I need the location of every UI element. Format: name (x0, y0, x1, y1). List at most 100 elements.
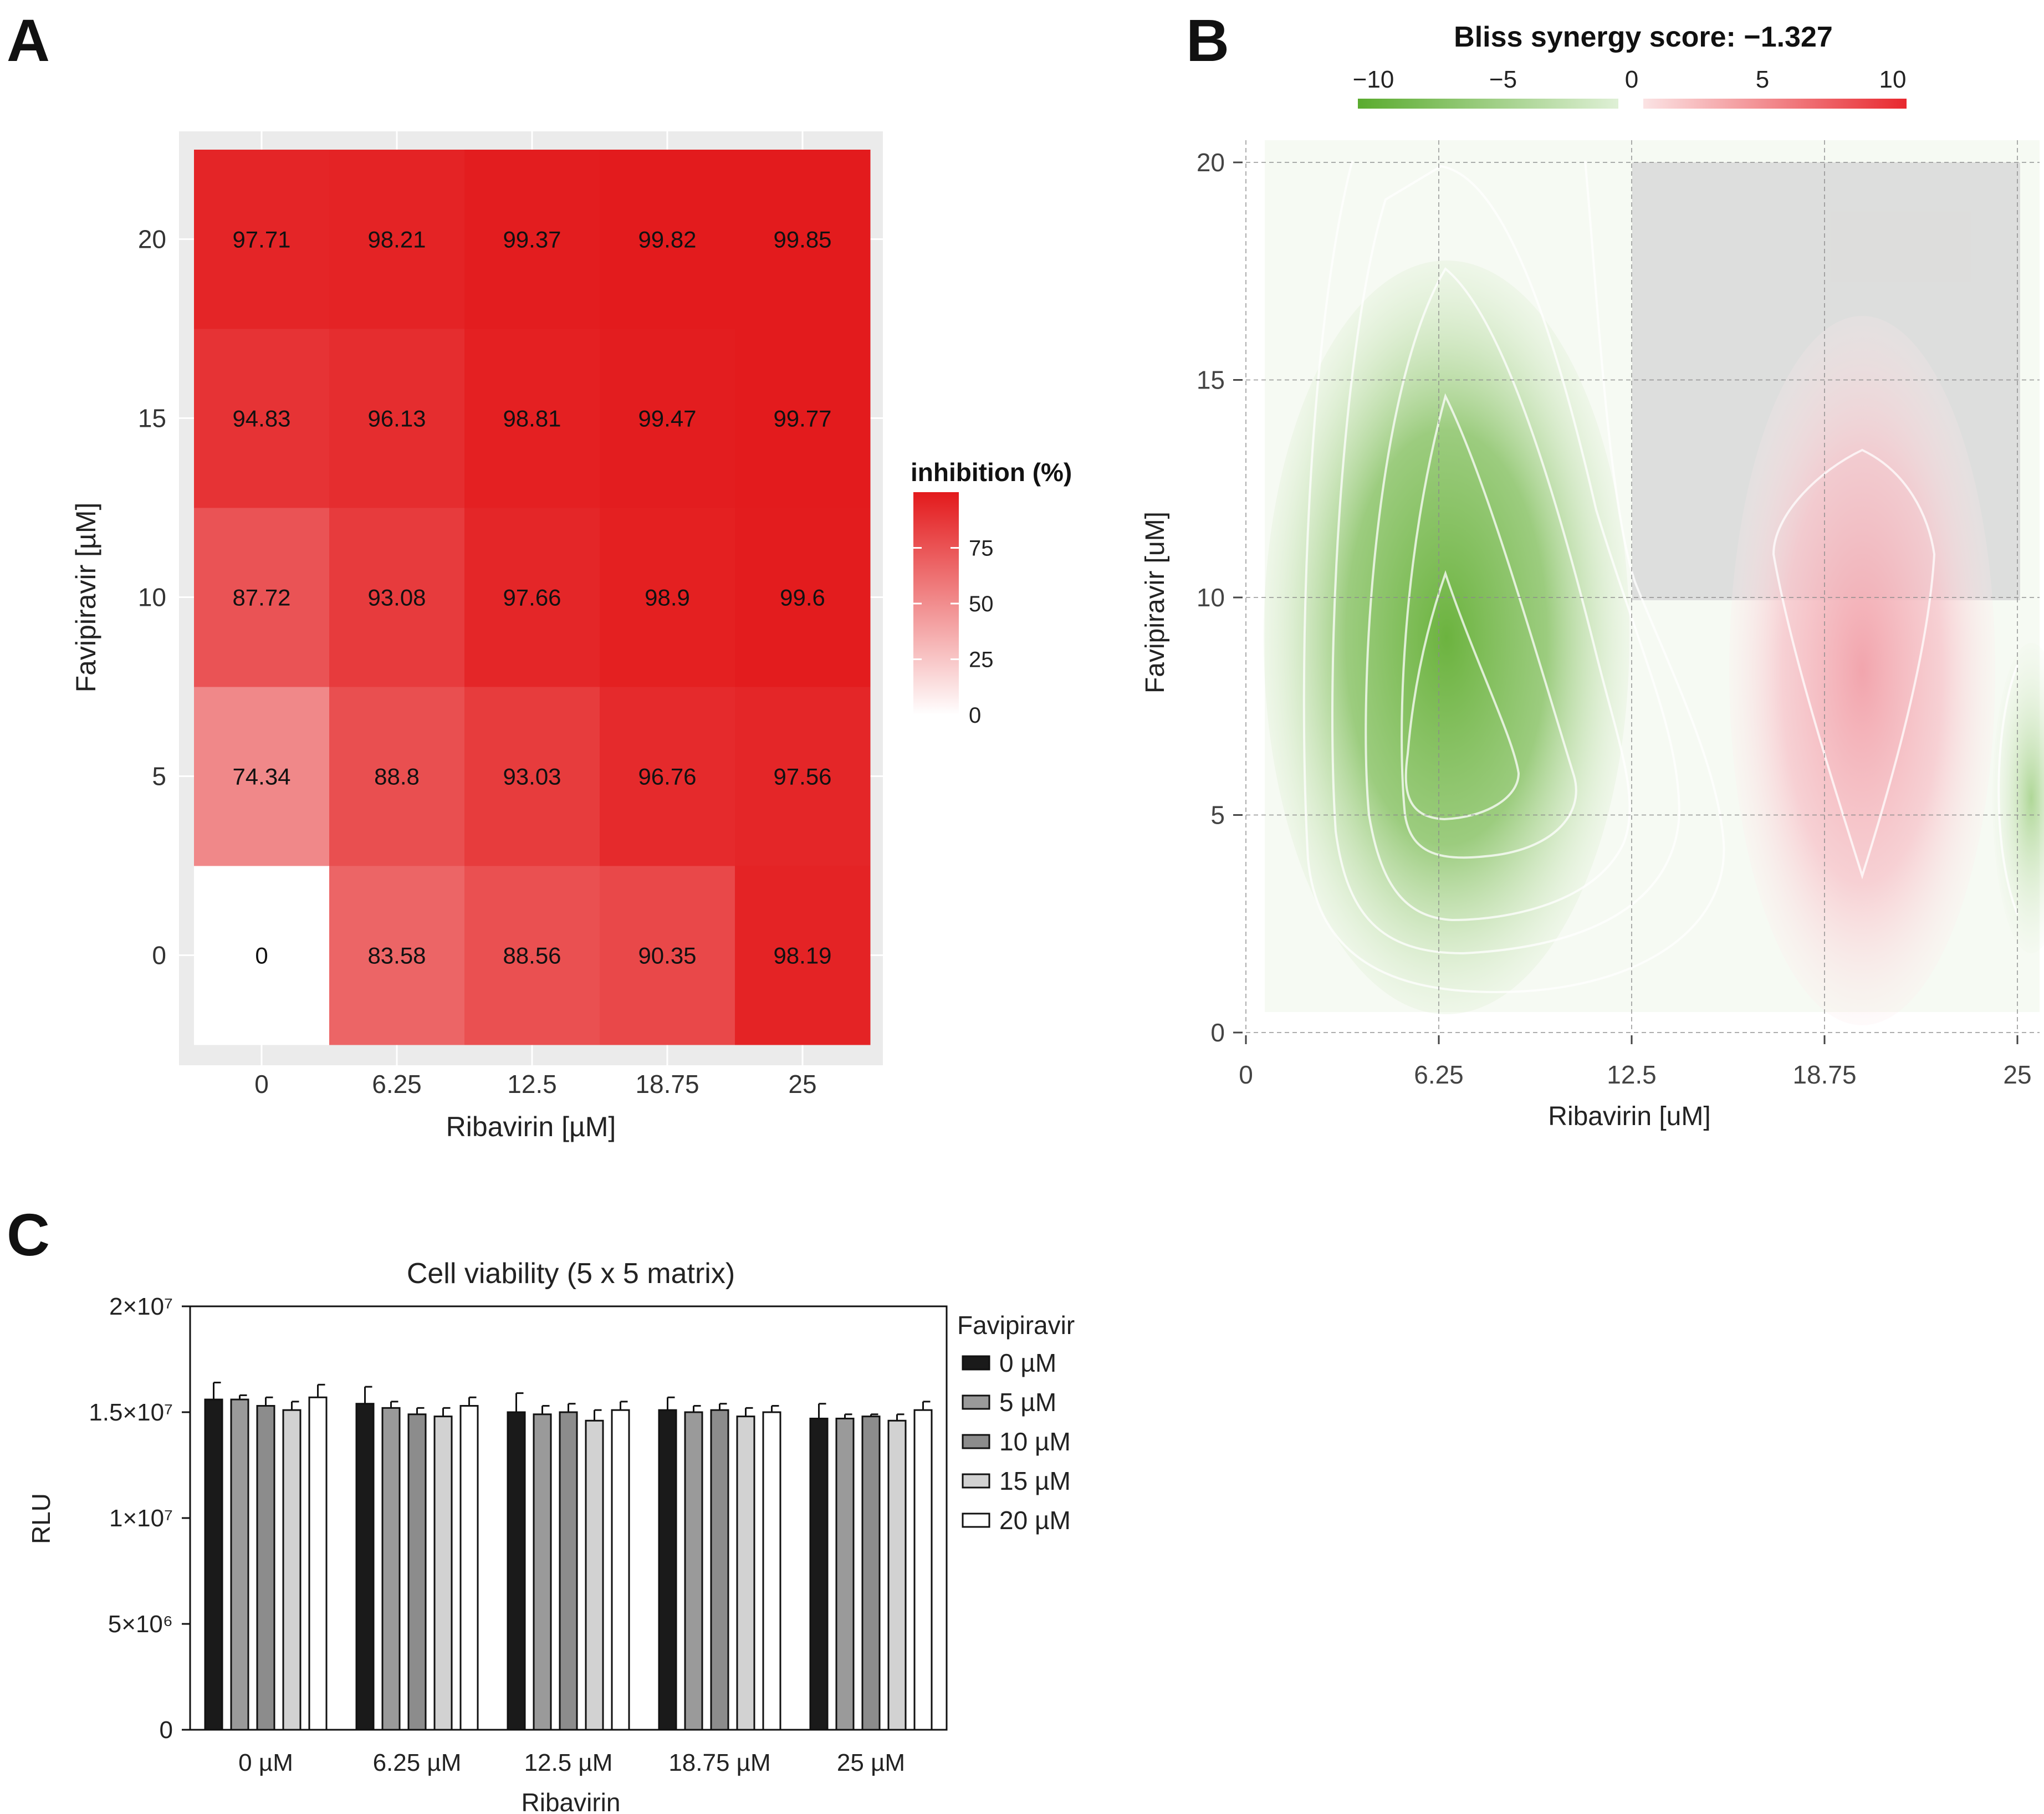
heatmap-a-y-tick-label: 5 (152, 762, 166, 791)
bar (611, 1409, 630, 1731)
bliss-x-tick-label: 25 (2003, 1060, 2031, 1089)
heatmap-a-cell-label: 93.08 (367, 585, 426, 611)
bar-chart-y-tick-label: 1.5×10⁷ (89, 1399, 173, 1426)
bar (585, 1419, 604, 1731)
bliss-y-label: Favipiravir [uM] (1141, 512, 1170, 693)
heatmap-a-cell (735, 150, 871, 329)
heatmap-a-cell (194, 687, 330, 866)
bar (507, 1411, 526, 1731)
heatmap-a-cell (464, 508, 600, 687)
heatmap-a-y-tick-label: 15 (138, 404, 166, 433)
bar-chart-y-tick-label: 5×10⁶ (108, 1611, 173, 1638)
bar-legend-title: Favipiravir (957, 1311, 1075, 1340)
heatmap-a-cells: 0 83.58 88.56 90.35 98.19 74.34 88.8 93.03 96.76… (194, 150, 871, 1045)
bar (459, 1405, 479, 1731)
bliss-x-tick-label: 0 (1239, 1060, 1253, 1089)
heatmap-a-cell-label: 98.81 (503, 406, 561, 432)
bar (887, 1419, 907, 1731)
heatmap-a-x-tick-label: 6.25 (372, 1070, 422, 1098)
bar-chart-x-tick-label: 12.5 µM (524, 1749, 613, 1776)
heatmap-a-cell (329, 508, 465, 687)
heatmap-a-cell (600, 866, 735, 1045)
heatmap-a-cell (735, 687, 871, 866)
heatmap-a-cell (735, 508, 871, 687)
inhibition-legend-title: inhibition (%) (911, 458, 1072, 487)
bar (355, 1403, 375, 1731)
bar-chart-y-ticks: 0 5×10⁶ 1×10⁷ 1.5×10⁷ 2×10⁷ (89, 1293, 190, 1744)
bliss-y-tick-label: 0 (1210, 1018, 1225, 1047)
bar-chart-bars (204, 1382, 933, 1731)
bar-chart-x-label: Ribavirin (522, 1788, 621, 1814)
heatmap-a-x-tick-label: 0 (254, 1070, 269, 1098)
heatmap-a-cell (735, 329, 871, 508)
bar-legend: 0 µM 5 µM 10 µM 15 µM 20 µM (962, 1348, 1071, 1535)
bliss-colorbar-tick-label: −5 (1489, 66, 1517, 93)
bliss-y-tick-label: 15 (1197, 366, 1225, 395)
heatmap-a-cell (329, 150, 465, 329)
bar (381, 1407, 401, 1731)
heatmap-a-cell-label: 90.35 (638, 943, 696, 969)
heatmap-a-cell (329, 687, 465, 866)
bar-legend-swatch (962, 1434, 990, 1449)
bar (710, 1409, 729, 1731)
bar-legend-label: 0 µM (999, 1348, 1056, 1377)
bar-legend-swatch (962, 1355, 990, 1371)
inhibition-legend-tick-label: 25 (969, 648, 994, 672)
bar (230, 1398, 249, 1731)
bar-chart-x-tick-label: 0 µM (238, 1749, 293, 1776)
heatmap-a-cell (329, 866, 465, 1045)
bar (308, 1396, 328, 1731)
bliss-contour-7 (1997, 665, 2019, 915)
heatmap-a-cell-label: 97.66 (503, 585, 561, 611)
bar (762, 1411, 781, 1731)
bar (407, 1413, 427, 1731)
bar (559, 1411, 578, 1731)
heatmap-a-cell-label: 99.6 (780, 585, 825, 611)
bliss-colorbar-tick-label: 0 (1625, 66, 1638, 93)
bliss-x-ticks: 0 6.25 12.5 18.75 25 (1239, 1035, 2032, 1089)
heatmap-a-cell-label: 99.82 (638, 227, 696, 253)
heatmap-a-y-tick-label: 20 (138, 225, 166, 254)
bliss-contour-2 (1401, 393, 1577, 859)
heatmap-a-cell (600, 329, 735, 508)
bar-chart-title: Cell viability (5 x 5 matrix) (407, 1258, 735, 1290)
bar-chart-x-tick-label: 25 µM (837, 1749, 905, 1776)
heatmap-a-cell (600, 508, 735, 687)
bliss-red-region (1729, 316, 1995, 1025)
heatmap-a-y-ticks: 0 5 10 15 20 (138, 225, 166, 970)
bar-chart-y-tick-label: 1×10⁷ (109, 1505, 173, 1532)
heatmap-a-cell-label: 98.9 (645, 585, 690, 611)
heatmap-a-cell (600, 687, 735, 866)
heatmap-a-cell-label: 96.13 (367, 406, 426, 432)
heatmap-a-cell (464, 150, 600, 329)
heatmap-a-cell (464, 687, 600, 866)
heatmap-a-y-tick-label: 0 (152, 941, 166, 970)
bliss-contour-3 (1365, 267, 1631, 922)
heatmap-a-cell (329, 329, 465, 508)
heatmap-a-cell-label: 83.58 (367, 943, 426, 969)
heatmap-a-cell-label: 97.56 (773, 764, 831, 790)
bar (684, 1411, 703, 1731)
heatmap-a-cell-label: 98.19 (773, 943, 831, 969)
inhibition-legend-tick-label: 0 (969, 703, 981, 728)
bar-legend-swatch (962, 1394, 990, 1410)
heatmap-a-cell (600, 150, 735, 329)
bar (861, 1416, 881, 1731)
bliss-x-tick-label: 18.75 (1792, 1060, 1856, 1089)
heatmap-a-x-tick-label: 12.5 (507, 1070, 557, 1098)
heatmap-a-x-ticks: 0 6.25 12.5 18.75 25 (254, 1070, 816, 1098)
bar-chart-x-ticks: 0 µM 6.25 µM 12.5 µM 18.75 µM 25 µM (238, 1749, 905, 1776)
bar-legend-label: 20 µM (999, 1506, 1071, 1535)
inhibition-legend-ticks: 0 25 50 75 (913, 536, 994, 728)
panel-letter-a: A (7, 7, 50, 74)
bliss-colorbar-ticks: −10 −5 0 5 10 (1353, 66, 1907, 93)
bar (835, 1417, 855, 1731)
panel-letter-c: C (7, 1201, 50, 1268)
inhibition-legend-tick-label: 50 (969, 592, 994, 616)
bar (809, 1417, 829, 1731)
bar-legend-swatch (962, 1512, 990, 1528)
bar-legend-label: 10 µM (999, 1427, 1071, 1456)
bliss-colorbar-tick-label: 10 (1879, 66, 1907, 93)
bliss-x-label: Ribavirin [uM] (1548, 1102, 1710, 1131)
